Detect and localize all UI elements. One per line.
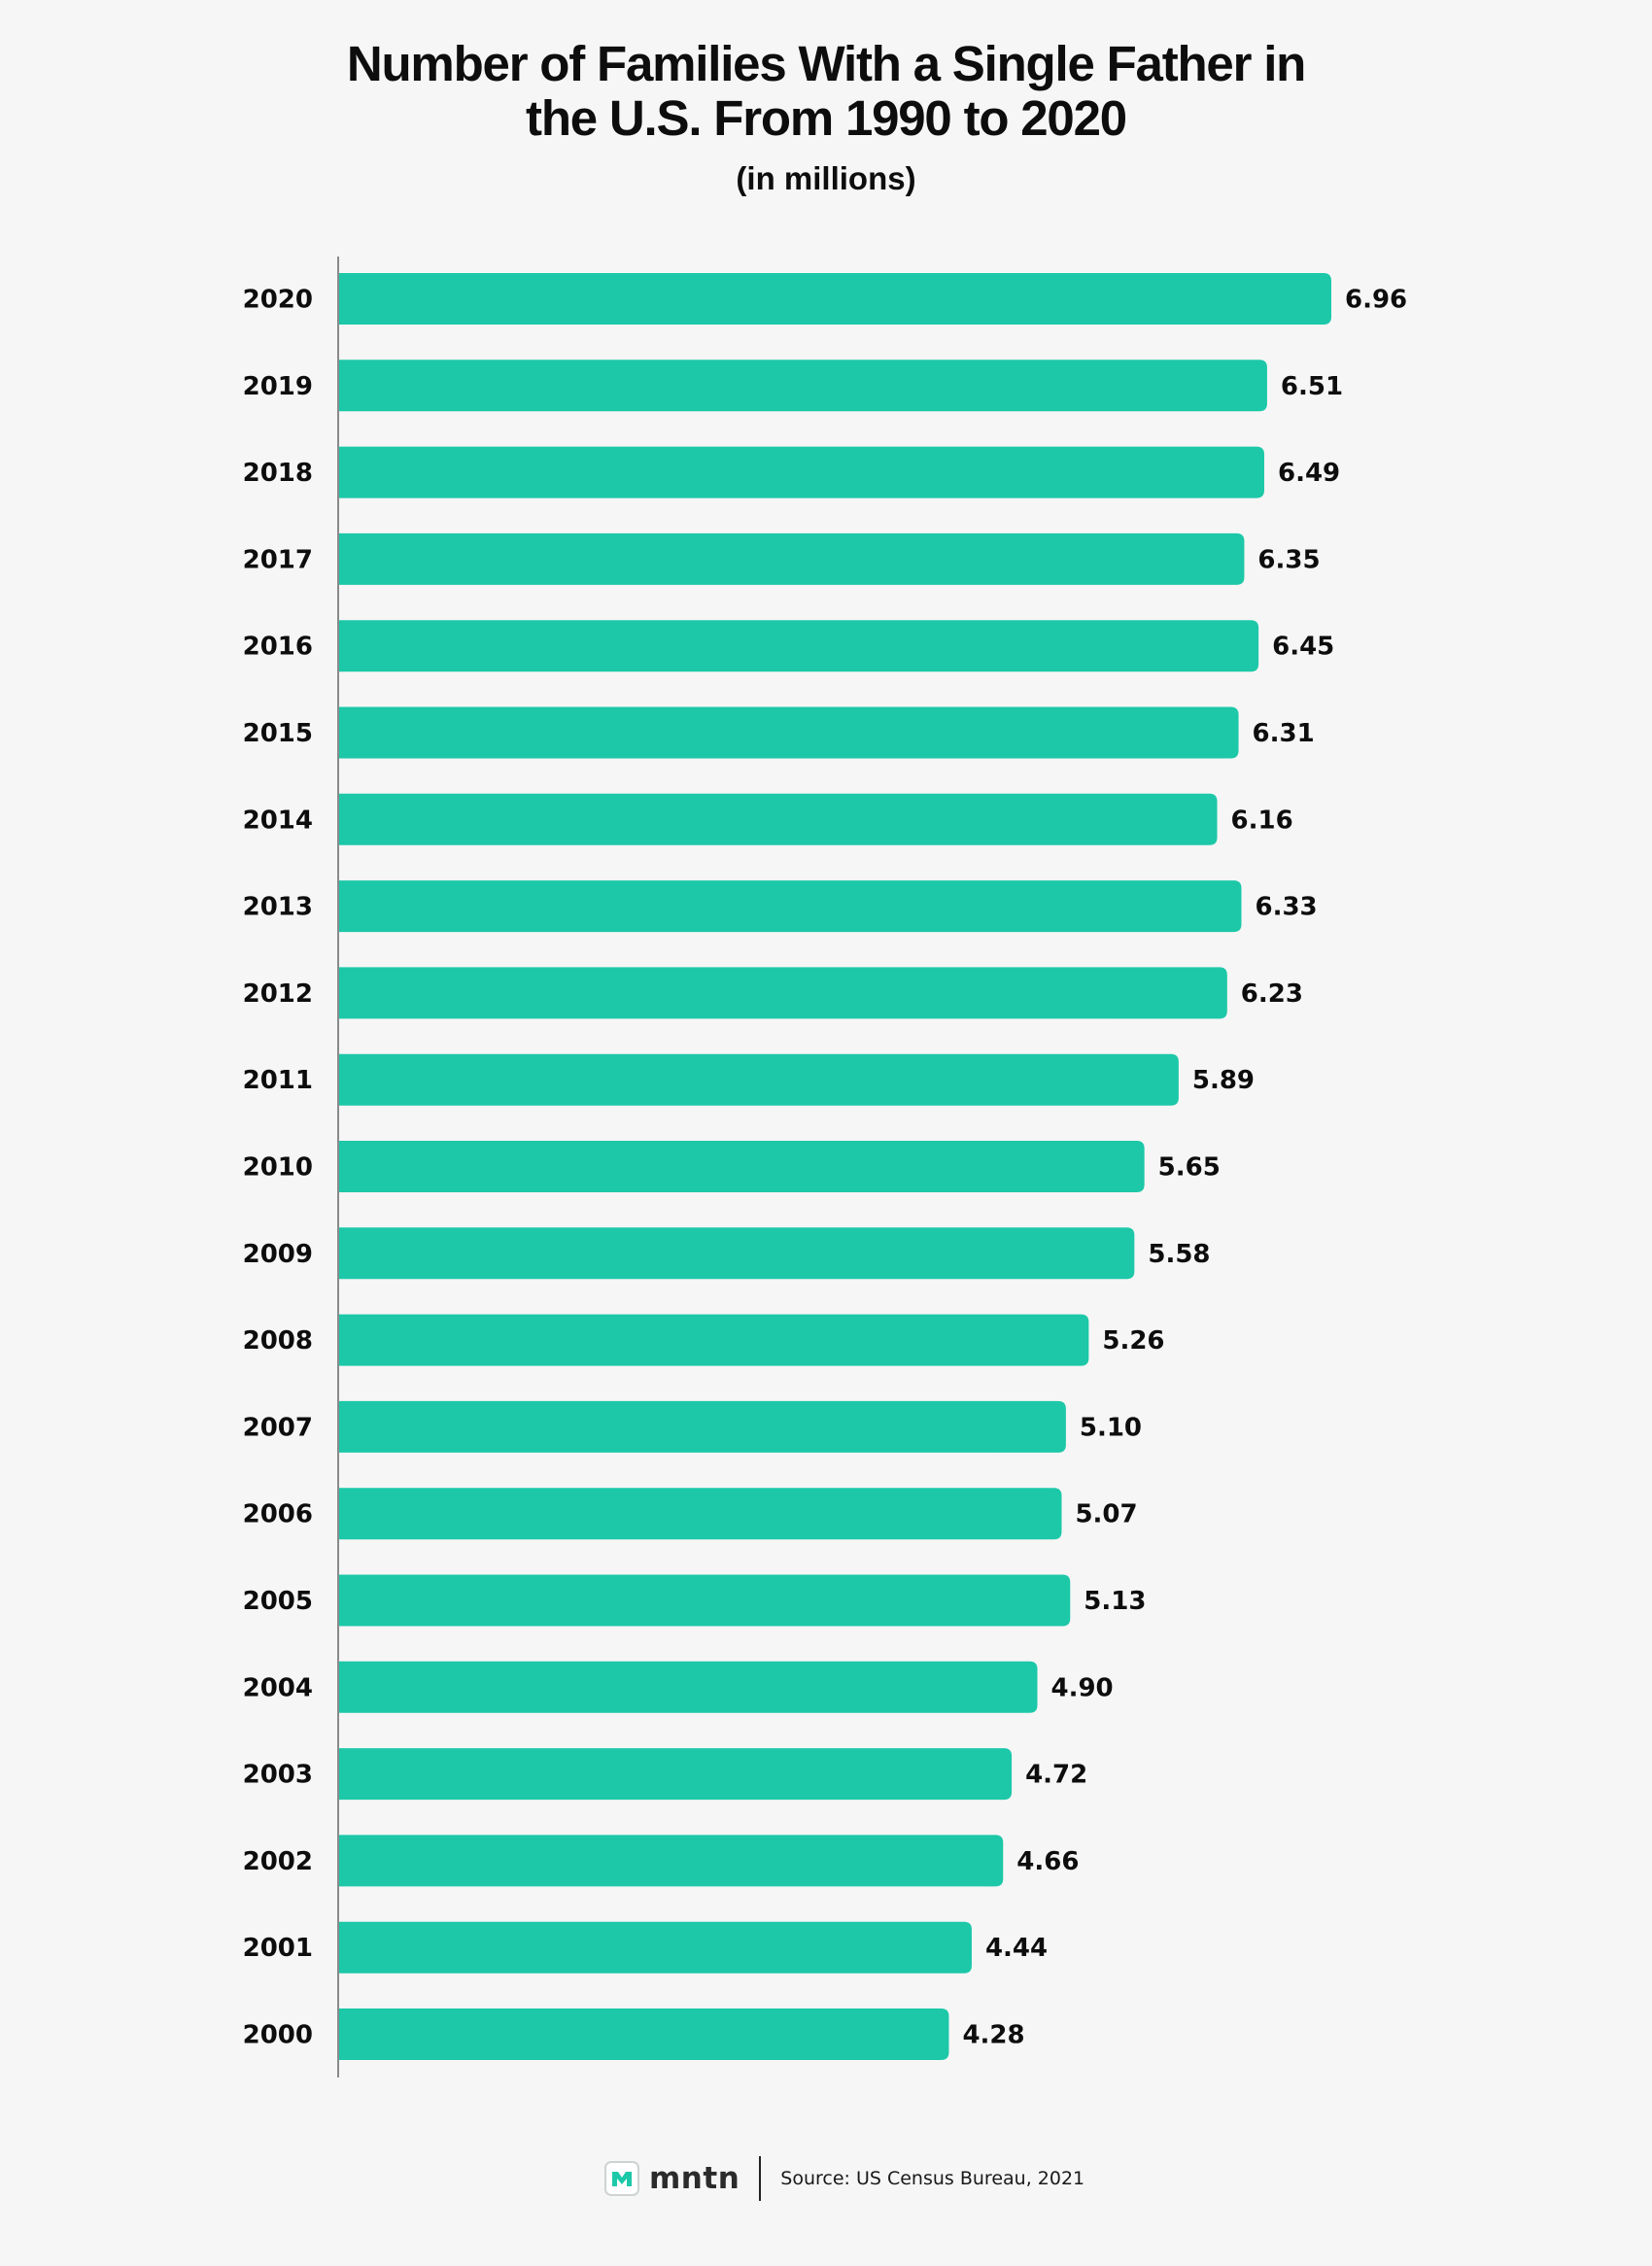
- bar-2014: [338, 793, 1218, 845]
- bar-2020: [338, 273, 1331, 325]
- bar-2011: [338, 1053, 1179, 1106]
- value-label-2001: 4.44: [985, 1934, 1048, 1963]
- value-label-2011: 5.89: [1192, 1066, 1255, 1095]
- footer-divider: [759, 2156, 762, 2201]
- value-label-2002: 4.66: [1016, 1847, 1079, 1876]
- chart-subtitle: (in millions): [736, 160, 916, 196]
- category-label-2006: 2006: [243, 1500, 313, 1529]
- bar-2016: [338, 620, 1259, 672]
- chart-title-line-1: Number of Families With a Single Father …: [346, 36, 1306, 91]
- value-label-2005: 5.13: [1084, 1587, 1146, 1616]
- value-label-2020: 6.96: [1345, 286, 1407, 315]
- category-label-2020: 2020: [243, 286, 313, 315]
- bar-2012: [338, 967, 1227, 1019]
- bar-chart: 2020 6.96 2019 6.51 2018 6.49 2017 6.35 2016 6.45…: [243, 257, 1407, 2077]
- bar-2019: [338, 360, 1267, 412]
- value-label-2018: 6.49: [1278, 459, 1340, 488]
- bar-2004: [338, 1661, 1038, 1713]
- category-label-2017: 2017: [243, 545, 313, 574]
- value-label-2019: 6.51: [1281, 372, 1343, 401]
- value-label-2010: 5.65: [1158, 1153, 1221, 1183]
- bar-2010: [338, 1141, 1145, 1192]
- category-label-2000: 2000: [243, 2021, 313, 2050]
- bar-2003: [338, 1748, 1013, 1801]
- value-label-2006: 5.07: [1075, 1500, 1137, 1529]
- value-label-2014: 6.16: [1231, 806, 1293, 835]
- value-label-2000: 4.28: [962, 2021, 1024, 2050]
- category-label-2015: 2015: [243, 719, 313, 748]
- bars-layer: 2020 6.96 2019 6.51 2018 6.49 2017 6.35 2016 6.45…: [243, 273, 1407, 2060]
- value-label-2003: 4.72: [1025, 1761, 1087, 1790]
- category-label-2018: 2018: [243, 459, 313, 488]
- category-label-2013: 2013: [243, 893, 313, 922]
- category-label-2005: 2005: [243, 1587, 313, 1616]
- value-label-2007: 5.10: [1080, 1413, 1142, 1442]
- category-label-2016: 2016: [243, 633, 313, 662]
- bar-2009: [338, 1227, 1135, 1280]
- bar-2017: [338, 532, 1245, 585]
- category-label-2003: 2003: [243, 1761, 313, 1790]
- bar-2006: [338, 1488, 1062, 1540]
- category-label-2004: 2004: [243, 1673, 313, 1702]
- chart-title-line-2: the U.S. From 1990 to 2020: [526, 90, 1127, 146]
- category-label-2011: 2011: [243, 1066, 313, 1095]
- brand-name: mntn: [649, 2161, 740, 2196]
- category-label-2001: 2001: [243, 1934, 313, 1963]
- category-label-2012: 2012: [243, 979, 313, 1009]
- value-label-2012: 6.23: [1241, 979, 1303, 1009]
- value-label-2015: 6.31: [1253, 719, 1315, 748]
- value-label-2017: 6.35: [1257, 545, 1320, 574]
- mntn-logo-icon: [604, 2161, 639, 2196]
- category-label-2009: 2009: [243, 1240, 313, 1269]
- value-label-2009: 5.58: [1148, 1240, 1210, 1269]
- value-label-2004: 4.90: [1051, 1673, 1114, 1702]
- category-label-2008: 2008: [243, 1326, 313, 1356]
- bar-2015: [338, 706, 1239, 759]
- bar-2005: [338, 1574, 1071, 1627]
- chart-title: Number of Families With a Single Father …: [0, 37, 1652, 146]
- bar-2008: [338, 1314, 1089, 1366]
- category-label-2014: 2014: [243, 806, 313, 835]
- category-label-2019: 2019: [243, 372, 313, 401]
- bar-2013: [338, 880, 1242, 933]
- category-label-2007: 2007: [243, 1413, 313, 1442]
- value-label-2016: 6.45: [1272, 633, 1334, 662]
- value-label-2013: 6.33: [1255, 893, 1317, 922]
- category-label-2002: 2002: [243, 1847, 313, 1876]
- value-label-2008: 5.26: [1102, 1326, 1164, 1356]
- bar-2007: [338, 1400, 1066, 1453]
- category-label-2010: 2010: [243, 1153, 313, 1183]
- bar-2001: [338, 1921, 972, 1974]
- bar-2002: [338, 1835, 1004, 1887]
- source-note: Source: US Census Bureau, 2021: [780, 2168, 1085, 2189]
- bar-2018: [338, 446, 1264, 498]
- bar-2000: [338, 2008, 949, 2060]
- footer: mntn Source: US Census Bureau, 2021: [604, 2153, 1084, 2204]
